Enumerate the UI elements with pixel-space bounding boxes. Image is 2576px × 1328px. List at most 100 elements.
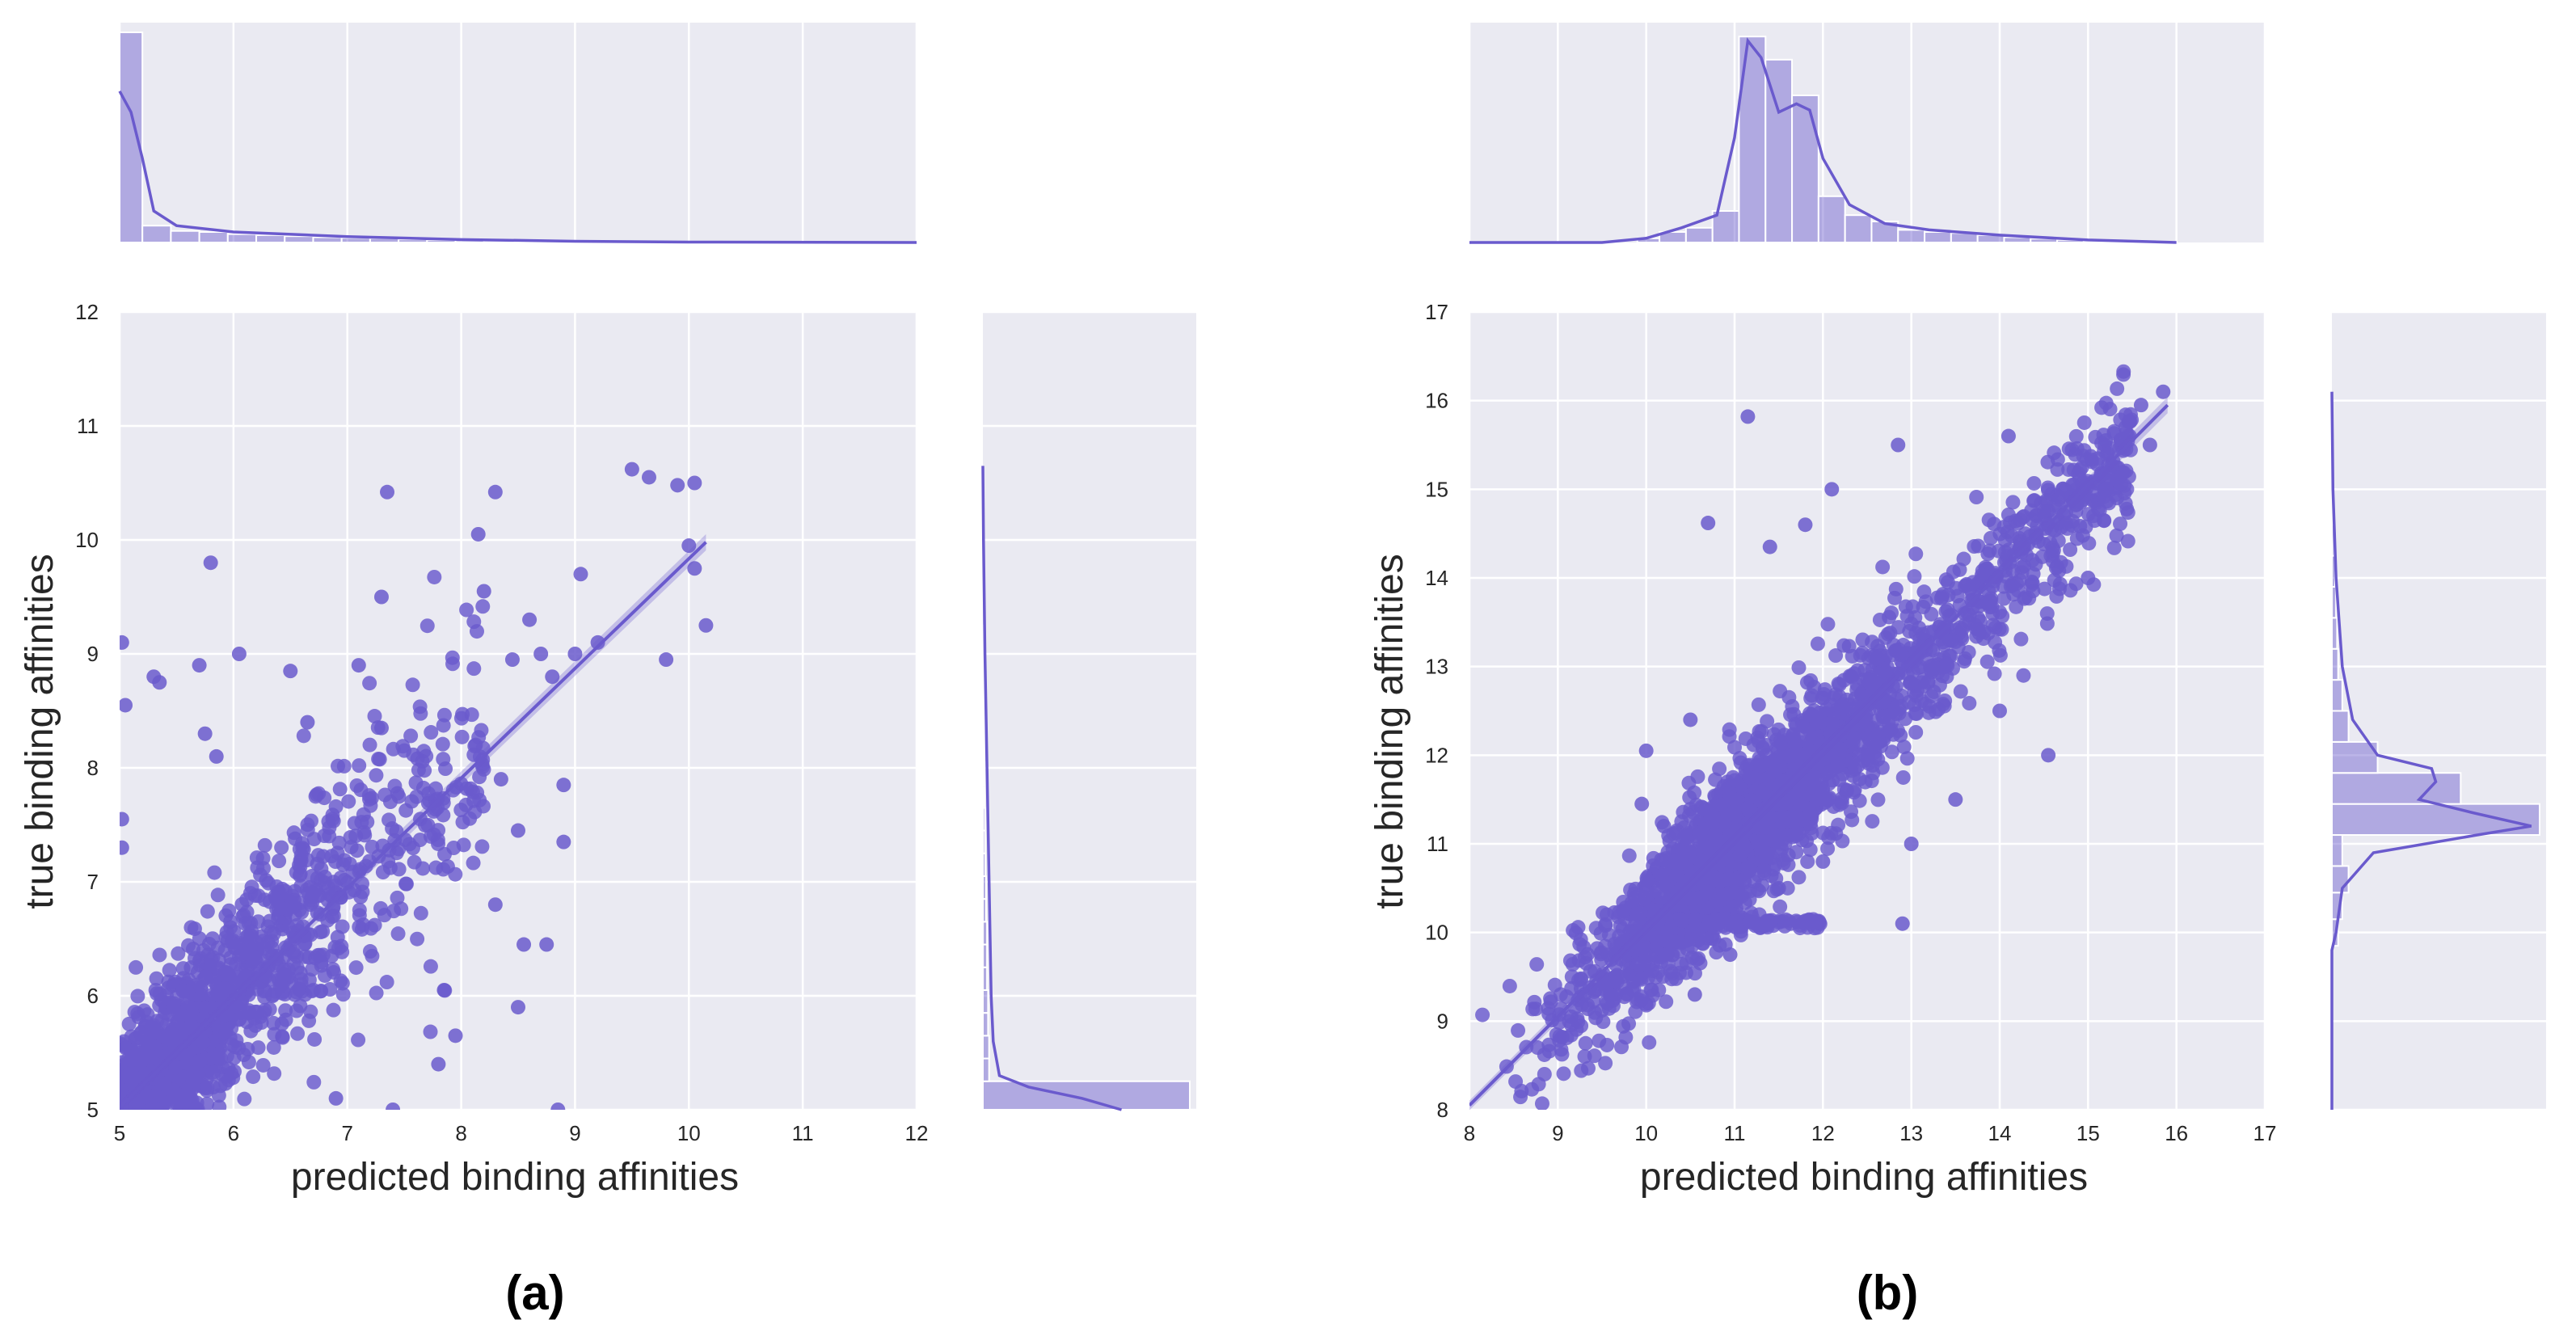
scatter-point: [1773, 899, 1788, 914]
scatter-point: [1743, 757, 1758, 773]
scatter-point: [183, 1009, 198, 1024]
scatter-point: [306, 1074, 322, 1090]
scatter-point: [459, 602, 474, 618]
histogram-bar: [2331, 740, 2379, 774]
histogram-bar: [1924, 231, 1952, 243]
scatter-point: [448, 866, 463, 882]
scatter-point: [522, 612, 538, 627]
scatter-point: [1891, 620, 1906, 635]
scatter-point: [1501, 1119, 1516, 1134]
y-tick-label: 7: [87, 870, 99, 894]
scatter-point: [573, 567, 588, 582]
scatter-point: [550, 1102, 566, 1110]
scatter-point: [2037, 581, 2052, 597]
scatter-point: [198, 969, 213, 984]
scatter-point: [372, 752, 387, 767]
histogram-bar: [2331, 617, 2338, 650]
marginal-background: [2332, 312, 2546, 1110]
scatter-point: [436, 862, 451, 877]
scatter-point: [1853, 647, 1868, 663]
scatter-point: [185, 1073, 200, 1089]
scatter-point: [423, 1024, 438, 1039]
scatter-point: [179, 1031, 195, 1046]
scatter-point: [2116, 465, 2131, 480]
scatter-point: [1693, 890, 1709, 905]
scatter-point: [2039, 606, 2055, 622]
scatter-point: [698, 618, 714, 633]
scatter-point: [362, 944, 377, 959]
scatter-point: [1595, 969, 1609, 984]
x-tick-label: 9: [1552, 1121, 1563, 1145]
scatter-point: [1850, 758, 1866, 774]
scatter-point: [324, 909, 339, 925]
scatter-point: [1871, 670, 1887, 685]
panel-a: 5 6 7 8 9 10 11 12 5 6 7 8 9 10 11 12 predicted binding…: [19, 23, 1196, 1320]
scatter-point: [1681, 891, 1697, 906]
x-tick-label: 12: [1811, 1121, 1835, 1145]
histogram-bar: [982, 1012, 989, 1037]
histogram-bar: [982, 715, 985, 740]
scatter-point: [200, 1081, 215, 1096]
scatter-point: [326, 1002, 341, 1018]
scatter-point: [203, 555, 218, 571]
scatter-point: [1905, 599, 1920, 614]
scatter-point: [1768, 764, 1783, 779]
scatter-point: [348, 960, 364, 976]
scatter-point: [239, 930, 255, 945]
scatter-point: [351, 658, 366, 673]
histogram-bar: [198, 231, 229, 243]
scatter-point: [326, 813, 341, 828]
scatter-point: [567, 647, 583, 661]
scatter-point: [345, 864, 360, 879]
y-tick-label: 8: [87, 756, 99, 780]
scatter-point: [1828, 648, 1844, 664]
scatter-point: [1679, 955, 1694, 971]
y-axis-label: true binding affinities: [1368, 554, 1411, 909]
scatter-point: [2009, 599, 2024, 614]
scatter-point: [2090, 451, 2106, 466]
scatter-point: [1792, 782, 1807, 798]
scatter-point: [217, 981, 232, 997]
x-tick-label: 15: [2076, 1121, 2100, 1145]
scatter-point: [1815, 854, 1831, 869]
scatter-point: [687, 475, 702, 491]
scatter-point: [1500, 1128, 1515, 1143]
scatter-point: [1796, 914, 1811, 930]
scatter-point: [1884, 605, 1899, 621]
scatter-point: [341, 794, 356, 809]
scatter-point: [124, 1052, 139, 1068]
scatter-point: [1823, 724, 1838, 740]
scatter-point: [1967, 539, 1982, 554]
scatter-point: [148, 1102, 163, 1110]
scatter-point: [1804, 688, 1819, 703]
scatter-point: [1599, 994, 1614, 1010]
scatter-point: [152, 675, 167, 690]
histogram-bar: [312, 236, 343, 243]
y-tick-label: 16: [1425, 389, 1448, 413]
scatter-point: [590, 634, 605, 650]
scatter-point: [2047, 572, 2062, 588]
histogram-bar: [1711, 210, 1740, 243]
scatter-point: [381, 854, 396, 869]
scatter-point: [2081, 536, 2097, 551]
scatter-point: [1836, 672, 1852, 688]
histogram-bar: [982, 1057, 990, 1082]
scatter-point: [1979, 654, 1995, 669]
scatter-point: [436, 752, 451, 767]
scatter-point: [1738, 731, 1753, 746]
scatter-point: [1529, 957, 1545, 972]
x-tick-label: 10: [1634, 1121, 1658, 1145]
scatter-point: [175, 983, 191, 998]
scatter-point: [265, 987, 280, 1002]
scatter-point: [539, 937, 554, 952]
scatter-point: [1957, 654, 1972, 669]
scatter-point: [300, 817, 315, 833]
scatter-plot-main: 8 9 10 11 12 13 14 15 16 17 8 9 10 11 12 13 14 15 16 17: [1425, 300, 2276, 1145]
scatter-point: [239, 904, 255, 920]
scatter-plot-main: 5 6 7 8 9 10 11 12 5 6 7 8 9 10 11 12: [75, 300, 928, 1145]
scatter-point: [1598, 1056, 1613, 1071]
scatter-point: [1938, 604, 1954, 619]
scatter-point: [148, 982, 163, 997]
scatter-point: [1847, 782, 1862, 798]
scatter-point: [2060, 521, 2075, 536]
